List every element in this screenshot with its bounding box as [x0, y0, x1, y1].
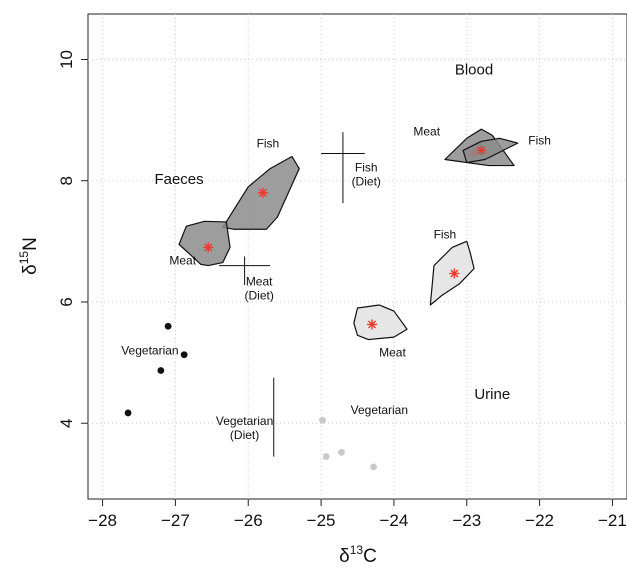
y-tick-label: 10 — [57, 50, 76, 69]
diet-label-vegetarian-diet: (Diet) — [230, 428, 259, 442]
y-axis-title-sup: 15 — [17, 251, 31, 265]
x-tick-label: −27 — [161, 511, 190, 530]
diet-label-fish-diet: (Diet) — [352, 175, 381, 189]
y-axis-title-tail: N — [20, 237, 41, 251]
group-label-blood: Blood — [455, 62, 493, 79]
centroid-marker-stroke — [258, 188, 267, 197]
centroid-marker-stroke — [204, 243, 213, 252]
point-faeces-vegetarian — [124, 409, 132, 417]
point-layer — [124, 322, 377, 471]
group-label-urine: Urine — [474, 386, 510, 403]
y-axis-ticks: 4 6 8 10 — [57, 50, 88, 428]
centroid-marker-stroke — [450, 269, 459, 278]
polygon-label-blood-fish: Fish — [528, 133, 551, 147]
x-tick-label: −25 — [307, 511, 336, 530]
x-axis-title: δ13C — [339, 543, 377, 567]
x-axis-title-tail: C — [363, 546, 377, 567]
x-axis-title-sup: 13 — [350, 543, 364, 557]
polygon-label-urine-meat: Meat — [379, 346, 406, 360]
polygon-label-urine-fish: Fish — [434, 227, 457, 241]
y-tick-label: 8 — [57, 176, 76, 185]
label-layer: FishMeatFishMeatMeatFishFish(Diet)Meat(D… — [121, 62, 551, 442]
diet-label-meat-diet: (Diet) — [244, 289, 273, 303]
polygon-urine-meat — [353, 304, 408, 341]
y-tick-label: 4 — [57, 418, 76, 427]
centroid-marker-stroke — [477, 146, 486, 155]
grid-lines — [88, 14, 627, 499]
point-faeces-vegetarian — [157, 367, 165, 374]
x-tick-label: −28 — [88, 511, 117, 530]
x-axis-ticks: −28 −27 −26 −25 −24 −23 −22 −21 — [88, 499, 627, 530]
series-label-urine-vegetarian: Vegetarian — [351, 403, 408, 417]
x-tick-label: −22 — [525, 511, 554, 530]
diet-label-fish-diet: Fish — [355, 161, 378, 175]
y-axis-title-base: δ — [20, 264, 41, 275]
y-axis-title: δ15N — [17, 237, 41, 275]
plot-frame — [87, 13, 627, 500]
polygon-label-faeces-fish: Fish — [257, 136, 280, 150]
diet-marker-layer — [219, 132, 365, 457]
polygon-faeces-meat — [178, 220, 231, 267]
polygon-label-blood-meat: Meat — [413, 124, 440, 138]
group-label-faeces: Faeces — [154, 171, 203, 188]
centroid-marker-stroke — [368, 320, 377, 329]
x-tick-label: −26 — [234, 511, 263, 530]
diet-label-meat-diet: Meat — [246, 275, 273, 289]
diet-marker-fish-diet — [321, 132, 365, 204]
x-tick-label: −21 — [598, 511, 627, 530]
point-urine-vegetarian — [370, 463, 377, 471]
x-tick-label: −23 — [452, 511, 481, 530]
point-urine-vegetarian — [338, 448, 345, 456]
x-axis-title-base: δ — [339, 546, 350, 567]
centroid-blood-fish — [476, 145, 487, 156]
centroid-urine-meat — [367, 319, 378, 330]
series-label-faeces-vegetarian: Vegetarian — [121, 344, 178, 358]
diet-marker-meat-diet — [219, 256, 271, 285]
x-tick-label: −24 — [379, 511, 408, 530]
polygon-layer — [178, 128, 519, 341]
diet-label-vegetarian-diet: Vegetarian — [216, 414, 273, 428]
point-faeces-vegetarian — [164, 322, 172, 330]
point-urine-vegetarian — [319, 416, 326, 424]
centroid-urine-fish — [449, 268, 460, 279]
point-faeces-vegetarian — [180, 351, 188, 359]
polygon-label-faeces-meat: Meat — [169, 253, 196, 267]
polygon-blood-fish — [462, 137, 519, 164]
centroid-faeces-fish — [257, 187, 268, 198]
centroid-faeces-meat — [203, 242, 214, 253]
y-tick-label: 6 — [57, 297, 76, 306]
point-urine-vegetarian — [322, 453, 330, 460]
